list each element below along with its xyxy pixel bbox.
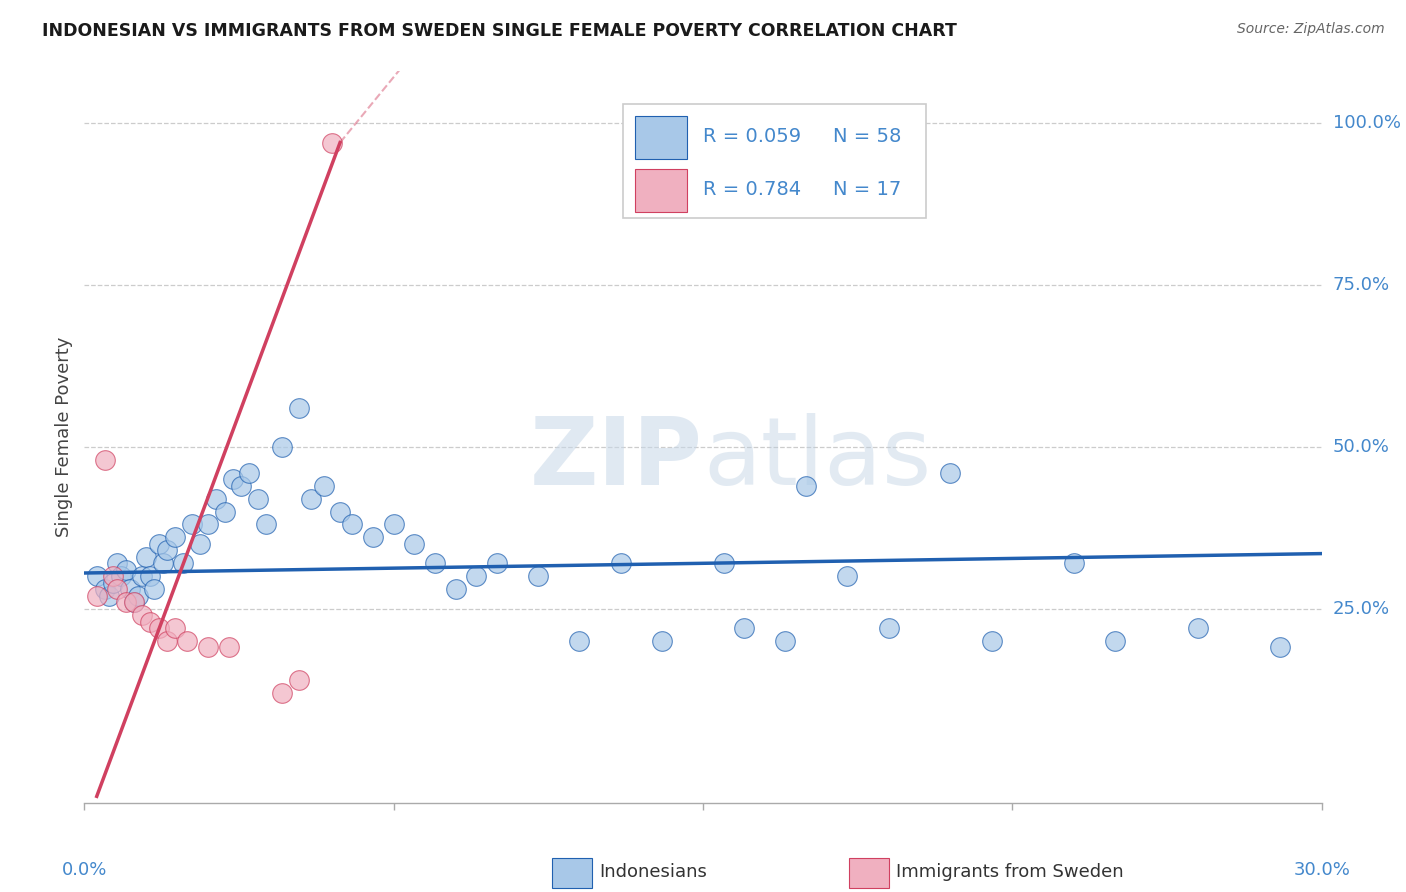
Point xyxy=(485,557,508,571)
Point xyxy=(1063,557,1085,571)
Point xyxy=(444,582,467,597)
Point xyxy=(733,621,755,635)
Point xyxy=(609,557,631,571)
Point xyxy=(205,491,228,506)
Point xyxy=(361,530,384,544)
Text: Indonesians: Indonesians xyxy=(599,863,707,881)
Text: R = 0.059: R = 0.059 xyxy=(703,128,801,146)
FancyBboxPatch shape xyxy=(636,169,688,211)
Point xyxy=(299,491,322,506)
Text: 25.0%: 25.0% xyxy=(1333,599,1391,617)
Point xyxy=(980,634,1002,648)
Point xyxy=(568,634,591,648)
Point xyxy=(651,634,673,648)
Point xyxy=(271,686,294,700)
Point xyxy=(131,569,153,583)
Point xyxy=(152,557,174,571)
Point xyxy=(342,517,364,532)
Point xyxy=(321,136,343,150)
Point xyxy=(148,537,170,551)
Text: 100.0%: 100.0% xyxy=(1333,114,1400,132)
Point xyxy=(94,582,117,597)
Point xyxy=(176,634,198,648)
Point xyxy=(238,466,260,480)
Point xyxy=(382,517,405,532)
Point xyxy=(114,595,136,609)
Point xyxy=(127,589,149,603)
FancyBboxPatch shape xyxy=(553,858,592,888)
Point xyxy=(877,621,900,635)
Point xyxy=(86,589,108,603)
Point xyxy=(246,491,269,506)
Point xyxy=(218,640,240,655)
Point xyxy=(837,569,859,583)
FancyBboxPatch shape xyxy=(849,858,889,888)
Point xyxy=(148,621,170,635)
Point xyxy=(114,563,136,577)
Point xyxy=(312,478,335,492)
Point xyxy=(527,569,550,583)
Point xyxy=(94,452,117,467)
Point xyxy=(118,582,141,597)
Point xyxy=(1187,621,1209,635)
Point xyxy=(229,478,252,492)
Point xyxy=(197,517,219,532)
Point xyxy=(713,557,735,571)
Point xyxy=(271,440,294,454)
Point xyxy=(404,537,426,551)
Point xyxy=(139,569,162,583)
Text: 50.0%: 50.0% xyxy=(1333,438,1389,456)
Point xyxy=(794,478,817,492)
Point xyxy=(103,569,125,583)
Point xyxy=(197,640,219,655)
Point xyxy=(775,634,797,648)
Point xyxy=(122,595,145,609)
Text: 30.0%: 30.0% xyxy=(1294,861,1350,879)
Point xyxy=(156,543,179,558)
Point xyxy=(254,517,277,532)
Point xyxy=(98,589,121,603)
Text: atlas: atlas xyxy=(703,413,931,505)
Point xyxy=(180,517,202,532)
FancyBboxPatch shape xyxy=(636,116,688,159)
Text: N = 17: N = 17 xyxy=(832,180,901,199)
Point xyxy=(172,557,194,571)
Text: Source: ZipAtlas.com: Source: ZipAtlas.com xyxy=(1237,22,1385,37)
Point xyxy=(222,472,245,486)
Point xyxy=(165,621,187,635)
Point xyxy=(288,673,311,687)
Text: 75.0%: 75.0% xyxy=(1333,276,1391,294)
Point xyxy=(188,537,211,551)
Text: 0.0%: 0.0% xyxy=(62,861,107,879)
Point xyxy=(939,466,962,480)
Point xyxy=(165,530,187,544)
Point xyxy=(105,582,128,597)
Point xyxy=(143,582,166,597)
Point xyxy=(214,504,236,518)
Text: Immigrants from Sweden: Immigrants from Sweden xyxy=(896,863,1123,881)
Point xyxy=(465,569,488,583)
Point xyxy=(1104,634,1126,648)
Point xyxy=(1270,640,1292,655)
FancyBboxPatch shape xyxy=(623,104,925,218)
Text: INDONESIAN VS IMMIGRANTS FROM SWEDEN SINGLE FEMALE POVERTY CORRELATION CHART: INDONESIAN VS IMMIGRANTS FROM SWEDEN SIN… xyxy=(42,22,957,40)
Point xyxy=(329,504,352,518)
Point xyxy=(156,634,179,648)
Point xyxy=(110,569,132,583)
Y-axis label: Single Female Poverty: Single Female Poverty xyxy=(55,337,73,537)
Text: ZIP: ZIP xyxy=(530,413,703,505)
Point xyxy=(86,569,108,583)
Point xyxy=(103,575,125,590)
Point xyxy=(135,549,157,564)
Point xyxy=(288,401,311,415)
Point xyxy=(139,615,162,629)
Text: N = 58: N = 58 xyxy=(832,128,901,146)
Point xyxy=(131,608,153,623)
Point xyxy=(105,557,128,571)
Point xyxy=(423,557,446,571)
Point xyxy=(122,595,145,609)
Text: R = 0.784: R = 0.784 xyxy=(703,180,801,199)
